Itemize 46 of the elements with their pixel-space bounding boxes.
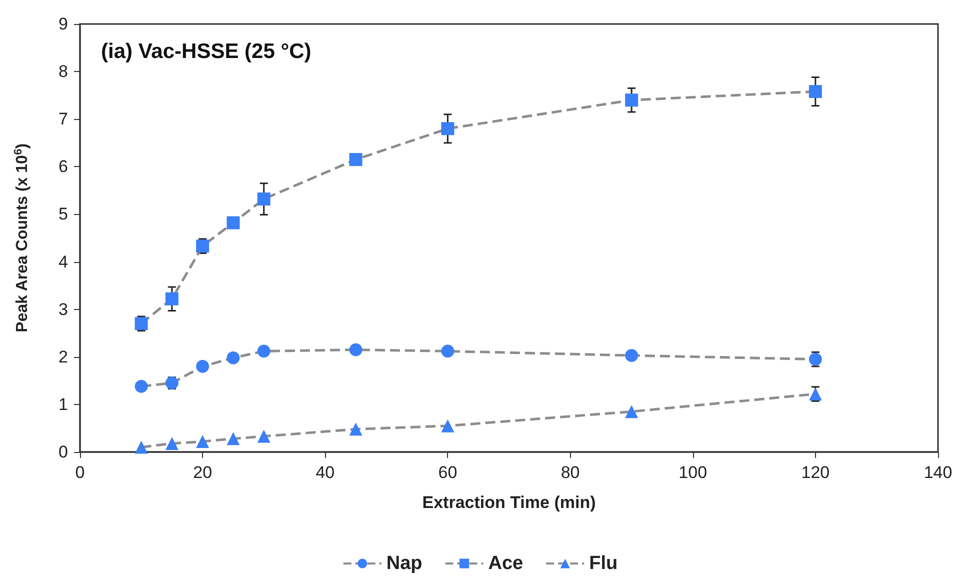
point (349, 422, 362, 436)
point (226, 351, 240, 364)
point (349, 343, 362, 356)
x-tick-label: 80 (560, 463, 580, 482)
y-tick-label: 8 (58, 62, 68, 82)
y-tick-label: 1 (58, 394, 68, 414)
y-tick-label: 3 (58, 300, 68, 319)
point (134, 380, 148, 393)
legend-label: Flu (589, 553, 618, 574)
x-tick-label: 0 (75, 463, 85, 482)
point (625, 94, 638, 107)
point (257, 344, 270, 358)
point (226, 216, 240, 230)
x-tick-label: 40 (316, 463, 335, 482)
y-tick-label: 0 (58, 442, 68, 462)
point (257, 430, 270, 443)
point (134, 440, 148, 454)
x-tick-label: 20 (193, 463, 212, 482)
y-tick-label: 4 (58, 252, 68, 272)
y-tick-label: 9 (58, 14, 68, 34)
y-tick-label: 7 (58, 110, 68, 129)
point (441, 419, 454, 432)
point (196, 360, 210, 373)
point (165, 436, 178, 450)
x-tick-label: 120 (801, 463, 830, 482)
x-tick-label: 100 (678, 463, 708, 482)
point (625, 348, 638, 362)
legend-label: Ace (488, 553, 524, 574)
point (226, 432, 240, 446)
point (196, 435, 210, 448)
y-tick-label: 2 (58, 347, 68, 366)
x-tick-label: 60 (438, 463, 458, 482)
point (349, 153, 362, 166)
text: (ia) Vac-HSSE (25 °C) (101, 40, 312, 63)
x-tick-label: 140 (924, 463, 952, 482)
legend-label: Nap (386, 553, 422, 574)
point (441, 122, 454, 136)
point (165, 292, 178, 306)
point (808, 85, 822, 98)
x-axis-title: Extraction Time (min) (422, 493, 596, 512)
y-axis-title: Peak Area Counts (x 106) (12, 143, 31, 332)
y-tick-label: 5 (58, 204, 68, 224)
point (625, 405, 638, 418)
point (441, 344, 454, 358)
point (257, 192, 270, 206)
y-tick-label: 6 (58, 157, 68, 176)
